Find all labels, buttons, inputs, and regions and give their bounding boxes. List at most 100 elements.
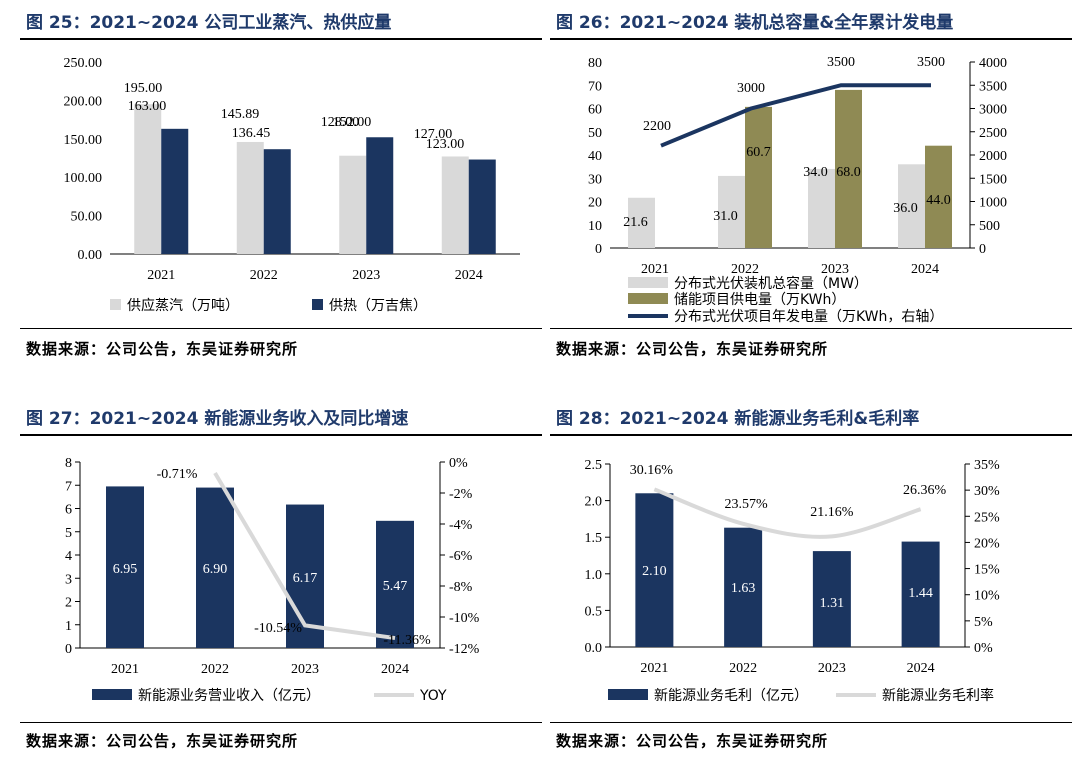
bar-secondary — [835, 89, 862, 249]
legend-swatch — [312, 299, 323, 310]
y-tick-label: 5 — [65, 526, 72, 541]
line-data-label: 3000 — [737, 81, 765, 96]
y-tick-label: 2 — [65, 596, 72, 611]
y-tick-label: 4 — [65, 549, 72, 564]
legend-label: 分布式光伏装机总容量（MW） — [674, 275, 868, 292]
x-tick-label: 2024 — [907, 661, 935, 676]
y2-tick-label: -8% — [449, 580, 473, 595]
line-data-label: 21.16% — [810, 505, 854, 520]
y-tick-label: 6 — [65, 503, 72, 518]
y-tick-label: 3 — [65, 572, 72, 587]
x-tick-label: 2023 — [818, 661, 846, 676]
figure-26-chart: 0 10 20 30 40 50 60 70 80 0 500 1000 1500 2000 2500 300… — [588, 55, 1007, 325]
x-tick-label: 2021 — [147, 268, 175, 283]
bar-primary — [718, 175, 745, 248]
x-tick-label: 2021 — [641, 262, 669, 277]
bar-data-label: 21.6 — [623, 215, 648, 230]
figure-26-top-rule — [550, 38, 1072, 40]
y2-tick-label: 0% — [449, 456, 468, 471]
legend-swatch — [608, 689, 648, 700]
y-tick-label: 50 — [588, 126, 602, 141]
y2-tick-label: 1000 — [979, 196, 1007, 211]
y-tick-label: 7 — [65, 479, 72, 494]
bar-secondary — [161, 128, 189, 254]
x-tick-label: 2021 — [111, 662, 139, 677]
line-data-label: -0.71% — [157, 467, 198, 482]
bar-data-label: 34.0 — [803, 165, 828, 180]
y-tick-label: 0 — [595, 242, 602, 257]
bar-data-label: 145.89 — [221, 107, 260, 122]
x-tick-label: 2023 — [352, 268, 380, 283]
x-tick-label: 2023 — [291, 662, 319, 677]
line-data-label: 30.16% — [630, 463, 674, 478]
bar-data-label: 6.17 — [293, 571, 318, 586]
bar-data-label: 123.00 — [426, 137, 465, 152]
line-data-label: -11.36% — [383, 633, 431, 648]
bar-primary — [196, 487, 234, 648]
figure-28-panel: 图 28：2021~2024 新能源业务毛利&毛利率 0.0 0.5 1.0 1.5 2… — [550, 396, 1072, 766]
y2-tick-label: 35% — [974, 458, 1000, 473]
y2-tick-label: 1500 — [979, 172, 1007, 187]
x-tick-label: 2024 — [381, 662, 409, 677]
y2-tick-label: 0% — [974, 641, 993, 656]
y-tick-label: 1.0 — [585, 568, 603, 583]
legend-swatch — [110, 299, 121, 310]
bar-data-label: 6.95 — [113, 562, 138, 577]
legend-swatch — [628, 293, 668, 304]
y-tick-label: 10 — [588, 219, 602, 234]
y-tick-label: 250.00 — [64, 56, 103, 71]
legend-label: YOY — [419, 688, 447, 704]
figure-25-bottom-rule — [20, 328, 542, 329]
x-tick-label: 2024 — [911, 262, 939, 277]
bar-primary — [635, 493, 674, 647]
line-data-label: 3500 — [917, 55, 945, 70]
legend-label: 新能源业务营业收入（亿元） — [138, 688, 320, 704]
y-tick-label: 70 — [588, 79, 602, 94]
figure-25-source: 数据来源：公司公告，东吴证券研究所 — [26, 340, 299, 358]
bar-data-label: 60.7 — [746, 145, 771, 160]
bar-data-label: 2.10 — [642, 564, 667, 579]
bar-primary — [901, 541, 940, 647]
series-line — [660, 83, 931, 148]
bar-data-label: 68.0 — [836, 165, 861, 180]
y2-tick-label: 3000 — [979, 103, 1007, 118]
figure-25-panel: 图 25：2021~2024 公司工业蒸汽、热供应量 0.00 50.00 100.… — [20, 0, 542, 370]
figure-26-title: 图 26：2021~2024 装机总容量&全年累计发电量 — [556, 13, 954, 33]
figure-27-bottom-rule — [20, 722, 542, 723]
line-data-label: 3500 — [827, 55, 855, 70]
y2-tick-label: 5% — [974, 615, 993, 630]
y-tick-label: 0.0 — [585, 641, 603, 656]
y-tick-label: 1.5 — [585, 531, 603, 546]
bar-data-label: 1.31 — [820, 596, 845, 611]
y-tick-label: 80 — [588, 56, 602, 71]
legend-label: 供应蒸汽（万吨） — [127, 297, 239, 314]
figure-28-top-rule — [550, 434, 1072, 436]
bar-data-label: 44.0 — [926, 193, 951, 208]
y-tick-label: 8 — [65, 456, 72, 471]
y-tick-label: 0.5 — [585, 604, 603, 619]
figure-25-title: 图 25：2021~2024 公司工业蒸汽、热供应量 — [26, 13, 392, 33]
x-tick-label: 2022 — [729, 661, 757, 676]
y2-tick-label: 2000 — [979, 149, 1007, 164]
legend-label: 分布式光伏项目年发电量（万KWh，右轴） — [674, 309, 943, 325]
y-tick-label: 200.00 — [64, 94, 103, 109]
x-tick-label: 2022 — [731, 262, 759, 277]
legend-swatch — [92, 689, 132, 700]
line-data-label: -10.54% — [254, 621, 302, 636]
bar-primary — [106, 486, 144, 648]
legend-label: 储能项目供电量（万KWh） — [674, 292, 845, 308]
bar-data-label: 6.90 — [203, 562, 228, 577]
bar-primary — [376, 520, 414, 648]
y2-tick-label: -12% — [449, 642, 480, 657]
y2-tick-label: -2% — [449, 487, 473, 502]
figure-27-top-rule — [20, 434, 542, 436]
figure-28-bottom-rule — [550, 722, 1072, 723]
bar-data-label: 136.45 — [232, 126, 271, 141]
bar-primary — [898, 164, 925, 248]
figure-27-title: 图 27：2021~2024 新能源业务收入及同比增速 — [26, 409, 409, 429]
bar-secondary — [925, 145, 952, 248]
y2-tick-label: 10% — [974, 589, 1000, 604]
bar-data-label: 152.00 — [333, 115, 372, 130]
y2-tick-label: 2500 — [979, 126, 1007, 141]
y2-tick-label: 15% — [974, 563, 1000, 578]
